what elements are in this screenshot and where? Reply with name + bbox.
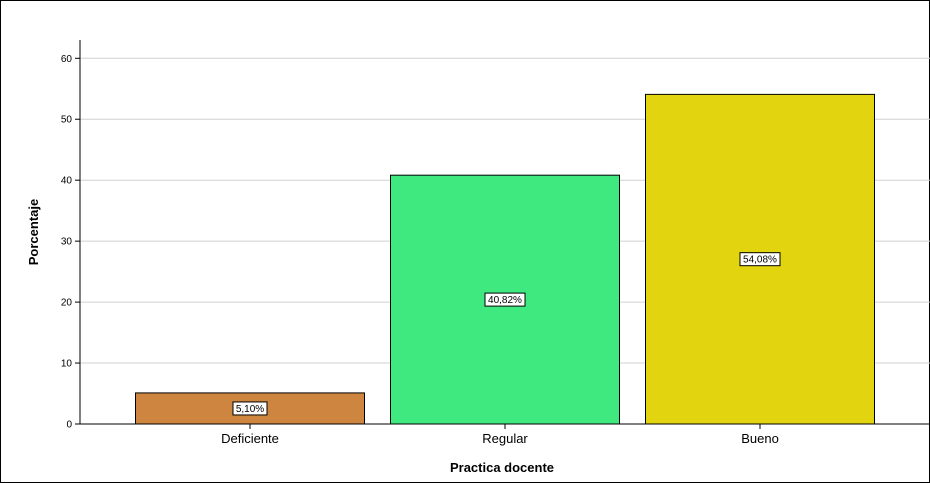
data-label: 5,10% (236, 404, 264, 415)
y-axis-title: Porcentaje (26, 199, 41, 265)
x-category-label: Bueno (741, 431, 779, 446)
y-tick-label: 60 (61, 54, 73, 65)
x-axis-title: Practica docente (450, 460, 554, 475)
data-label: 40,82% (488, 295, 522, 306)
y-tick-label: 10 (61, 359, 73, 370)
y-tick-label: 40 (61, 176, 73, 187)
y-tick-label: 0 (66, 420, 72, 431)
y-tick-label: 30 (61, 237, 73, 248)
x-category-label: Deficiente (221, 431, 279, 446)
y-axis-ticks: 0 10 20 30 40 50 60 (61, 54, 80, 431)
data-label-box (484, 292, 526, 307)
x-category-label: Regular (482, 431, 528, 446)
data-label: 54,08% (743, 255, 777, 266)
data-label-box (739, 252, 781, 267)
data-label-box (232, 401, 268, 416)
y-tick-label: 50 (61, 115, 73, 126)
bars: 5,10% 40,82% 54,08% (135, 93, 875, 425)
x-axis-categories: Deficiente Regular Bueno (221, 424, 779, 446)
y-tick-label: 20 (61, 298, 73, 309)
